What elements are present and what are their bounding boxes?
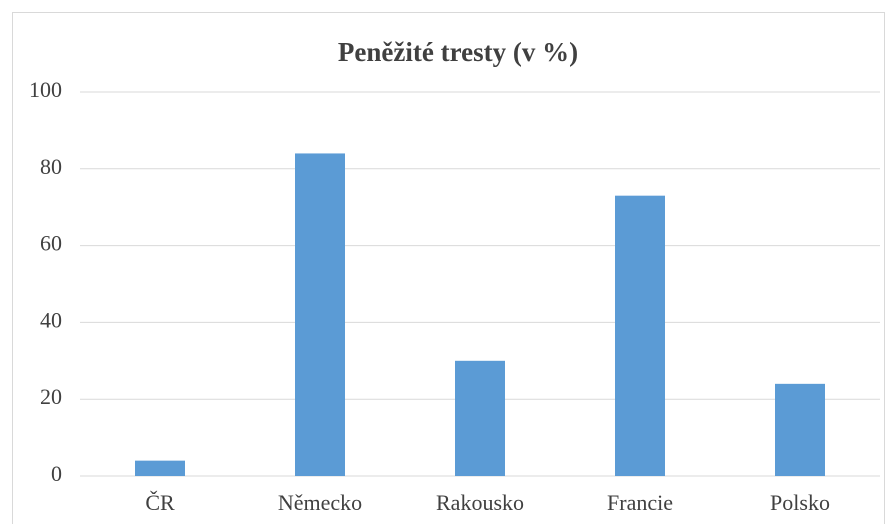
x-tick-label: Německo	[278, 490, 362, 515]
bar	[295, 153, 345, 476]
y-tick-label: 0	[51, 461, 62, 486]
x-tick-label: Francie	[607, 490, 673, 515]
y-tick-label: 40	[40, 307, 62, 332]
y-tick-label: 60	[40, 231, 62, 256]
bar	[135, 460, 185, 476]
bar	[455, 360, 505, 476]
y-tick-label: 20	[40, 384, 62, 409]
x-tick-label: Polsko	[770, 490, 830, 515]
x-tick-label: Rakousko	[436, 490, 524, 515]
bar	[775, 383, 825, 476]
x-tick-label: ČR	[145, 490, 175, 515]
chart-title: Peněžité tresty (v %)	[338, 37, 578, 67]
bar	[615, 195, 665, 476]
y-tick-label: 100	[29, 77, 62, 102]
y-tick-label: 80	[40, 154, 62, 179]
chart-border	[12, 12, 885, 524]
